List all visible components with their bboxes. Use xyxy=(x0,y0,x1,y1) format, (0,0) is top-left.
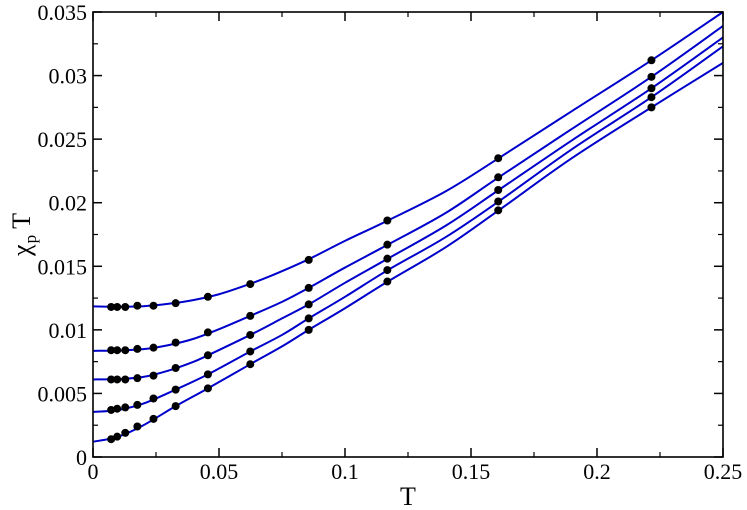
series-line-5 xyxy=(92,62,724,443)
data-point-1-5 xyxy=(149,301,158,310)
data-point-5-3 xyxy=(121,428,130,437)
x-tick-label: 0 xyxy=(88,459,99,484)
y-tick-label: 0 xyxy=(76,445,87,470)
data-point-2-12 xyxy=(647,72,656,81)
data-point-4-3 xyxy=(121,403,130,412)
series-line-1 xyxy=(92,11,724,308)
data-point-1-10 xyxy=(383,216,392,225)
data-point-3-1 xyxy=(107,375,116,384)
data-point-5-7 xyxy=(203,384,212,393)
y-axis-title: χpT xyxy=(7,213,40,257)
data-point-3-12 xyxy=(647,84,656,93)
data-point-5-12 xyxy=(647,103,656,112)
plot-marks xyxy=(92,11,724,444)
x-tick-label: 0.2 xyxy=(583,459,611,484)
y-axis-title-main: χ xyxy=(7,244,36,257)
data-point-4-5 xyxy=(149,394,158,403)
data-point-4-2 xyxy=(113,404,122,413)
y-tick-label: 0.02 xyxy=(49,191,88,216)
data-point-1-6 xyxy=(171,299,180,308)
x-tick-label: 0.1 xyxy=(331,459,359,484)
data-point-1-1 xyxy=(107,302,116,311)
y-axis-title-subscript: p xyxy=(21,235,40,244)
data-point-3-2 xyxy=(113,375,122,384)
x-axis-title: T xyxy=(400,482,416,510)
data-point-3-8 xyxy=(246,330,255,339)
y-tick-label: 0.01 xyxy=(49,318,88,343)
data-point-5-9 xyxy=(304,325,313,334)
data-point-4-1 xyxy=(107,405,116,414)
data-point-1-11 xyxy=(494,154,503,163)
data-point-3-4 xyxy=(133,374,142,383)
data-point-5-1 xyxy=(107,435,116,444)
data-point-2-5 xyxy=(149,343,158,352)
x-tick-label: 0.05 xyxy=(200,459,239,484)
data-point-1-12 xyxy=(647,56,656,65)
y-tick-label: 0.035 xyxy=(38,0,88,25)
data-point-2-2 xyxy=(113,346,122,355)
data-point-3-10 xyxy=(383,254,392,263)
y-tick-label: 0.005 xyxy=(38,381,88,406)
data-point-4-12 xyxy=(647,93,656,102)
data-point-1-4 xyxy=(133,301,142,310)
data-point-4-8 xyxy=(246,347,255,356)
data-point-2-10 xyxy=(383,240,392,249)
series-line-4 xyxy=(92,45,724,413)
y-tick-label: 0.025 xyxy=(38,127,88,152)
data-point-4-6 xyxy=(171,385,180,394)
y-axis-title-suffix: T xyxy=(7,213,36,229)
data-point-2-3 xyxy=(121,346,130,355)
data-point-4-4 xyxy=(133,400,142,409)
data-point-4-9 xyxy=(304,314,313,323)
data-point-2-6 xyxy=(171,338,180,347)
data-point-2-9 xyxy=(304,283,313,292)
data-point-3-9 xyxy=(304,300,313,309)
data-point-2-8 xyxy=(246,311,255,320)
data-point-3-6 xyxy=(171,364,180,372)
data-point-2-1 xyxy=(107,346,116,355)
series-line-3 xyxy=(92,36,724,381)
x-tick-label: 0.15 xyxy=(452,459,491,484)
data-point-1-2 xyxy=(113,302,122,311)
data-point-4-10 xyxy=(383,266,392,275)
y-tick-label: 0.03 xyxy=(49,64,88,89)
data-point-4-7 xyxy=(203,370,212,379)
data-point-5-10 xyxy=(383,277,392,286)
data-point-5-11 xyxy=(494,206,503,215)
data-point-2-4 xyxy=(133,344,142,353)
data-point-5-6 xyxy=(171,402,180,411)
data-point-5-8 xyxy=(246,360,255,369)
data-point-5-2 xyxy=(113,432,122,441)
y-tick-label: 0.015 xyxy=(38,254,88,279)
data-point-1-3 xyxy=(121,302,130,311)
data-point-3-5 xyxy=(149,371,158,380)
data-point-4-11 xyxy=(494,197,503,206)
data-point-1-8 xyxy=(246,280,255,289)
axis-ticks: 0 0.05 0.1 0.15 0.2 0.25 0 0.005 0.01 0.015 0.02 0.… xyxy=(38,0,743,484)
data-point-1-7 xyxy=(203,292,212,301)
data-point-1-9 xyxy=(304,255,313,264)
data-point-2-11 xyxy=(494,173,503,182)
x-tick-label: 0.25 xyxy=(704,459,743,484)
data-point-5-4 xyxy=(133,422,142,431)
data-point-5-5 xyxy=(149,414,158,423)
data-point-3-7 xyxy=(203,351,212,360)
data-point-3-3 xyxy=(121,375,130,384)
data-point-2-7 xyxy=(203,328,212,337)
data-point-3-11 xyxy=(494,186,503,194)
